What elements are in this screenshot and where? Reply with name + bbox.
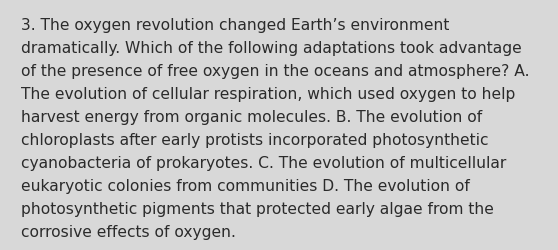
Text: chloroplasts after early protists incorporated photosynthetic: chloroplasts after early protists incorp… [21,132,489,148]
Text: corrosive effects of oxygen.: corrosive effects of oxygen. [21,224,236,240]
Text: eukaryotic colonies from communities D. The evolution of: eukaryotic colonies from communities D. … [21,178,470,194]
Text: dramatically. Which of the following adaptations took advantage: dramatically. Which of the following ada… [21,40,522,56]
Text: 3. The oxygen revolution changed Earth’s environment: 3. The oxygen revolution changed Earth’s… [21,18,450,32]
Text: cyanobacteria of prokaryotes. C. The evolution of multicellular: cyanobacteria of prokaryotes. C. The evo… [21,156,507,170]
Text: of the presence of free oxygen in the oceans and atmosphere? A.: of the presence of free oxygen in the oc… [21,64,530,78]
Text: The evolution of cellular respiration, which used oxygen to help: The evolution of cellular respiration, w… [21,86,516,102]
Text: harvest energy from organic molecules. B. The evolution of: harvest energy from organic molecules. B… [21,110,483,124]
Text: photosynthetic pigments that protected early algae from the: photosynthetic pigments that protected e… [21,202,494,216]
